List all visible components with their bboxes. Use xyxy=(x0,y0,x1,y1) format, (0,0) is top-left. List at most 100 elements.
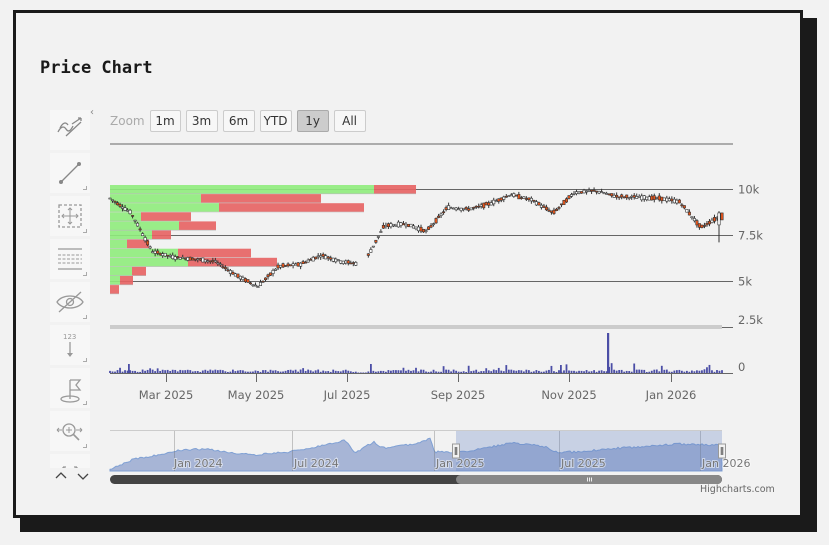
candle-down xyxy=(166,254,170,257)
candle-down xyxy=(286,263,290,267)
volume-bar xyxy=(111,371,114,373)
volume-bar xyxy=(219,369,222,373)
vbp-up-bar xyxy=(110,248,178,258)
candle-up xyxy=(344,260,348,264)
volume-bar xyxy=(635,369,638,373)
candle-down xyxy=(519,197,523,199)
toolbar-scroll-up-button[interactable] xyxy=(52,470,70,484)
toolbar-button-fibonacci-levels[interactable] xyxy=(50,239,90,279)
candle-up xyxy=(316,255,320,258)
volume-bar xyxy=(615,370,618,373)
toolbar-button-indicators[interactable] xyxy=(50,110,90,150)
toolbar-button-vertical-counter[interactable]: 123 xyxy=(50,325,90,365)
candle-up xyxy=(218,263,222,266)
volume-bar xyxy=(257,370,259,373)
candle-down xyxy=(351,262,355,264)
zoom-button-all[interactable]: All xyxy=(333,109,366,132)
candle-up xyxy=(369,249,373,253)
volume-bar xyxy=(344,369,347,373)
volume-bar xyxy=(146,369,149,373)
volume-bar xyxy=(432,369,435,373)
candle-down xyxy=(198,258,202,261)
candle-up xyxy=(534,201,538,206)
volume-bar xyxy=(685,370,688,373)
candle-up xyxy=(612,194,616,198)
navigator-selected-range[interactable] xyxy=(456,431,722,471)
candle-down xyxy=(472,206,476,209)
volume-bar xyxy=(151,369,154,373)
toolbar-button-zoom-change[interactable] xyxy=(50,411,90,451)
volume-series xyxy=(109,333,723,373)
volume-bar xyxy=(289,369,292,373)
volume-bar xyxy=(354,371,357,373)
toolbar-button-crosshair-measure[interactable] xyxy=(50,196,90,236)
navigator-axis-label: Jul 2024 xyxy=(293,457,339,470)
candle-up xyxy=(447,205,451,210)
volume-bar xyxy=(282,371,284,373)
toolbar-collapse-button[interactable]: ‹ xyxy=(90,107,94,118)
candle-down xyxy=(406,223,410,227)
zoom-button-1m[interactable]: 1m xyxy=(149,109,181,132)
volume-bar xyxy=(472,370,475,373)
toolbar-button-flag[interactable] xyxy=(50,368,90,408)
candle-down xyxy=(269,272,273,276)
toolbar-button-line-segment[interactable] xyxy=(50,153,90,193)
navigator-axis-label: Jan 2025 xyxy=(435,457,484,470)
submenu-indicator xyxy=(83,358,87,362)
toolbar-scroll-down-button[interactable] xyxy=(74,470,92,484)
zoom-button-6m[interactable]: 6m xyxy=(222,109,255,132)
volume-bar xyxy=(565,364,568,373)
volume-bar xyxy=(407,369,410,373)
candle-down xyxy=(595,190,599,193)
volume-bar xyxy=(485,368,488,373)
candle-up xyxy=(404,223,408,227)
volume-bar xyxy=(630,371,633,373)
navigator-handle-right[interactable] xyxy=(718,443,726,459)
volume-bar xyxy=(447,369,450,373)
candle-up xyxy=(717,212,721,226)
credits-link[interactable]: Highcharts.com xyxy=(700,484,775,495)
toolbar-button-toggle-annotations[interactable] xyxy=(50,282,90,322)
chevron-up-icon xyxy=(55,472,67,479)
fullscreen-icon xyxy=(62,466,78,468)
candle-up xyxy=(635,196,639,199)
candle-up xyxy=(655,197,659,199)
candle-up xyxy=(173,256,177,260)
volume-bar xyxy=(156,368,159,373)
scrollbar-thumb[interactable] xyxy=(456,475,722,484)
volume-bar xyxy=(422,369,425,373)
candle-up xyxy=(389,223,393,228)
volume-bar xyxy=(141,369,144,373)
candle-up xyxy=(178,257,182,260)
volume-bar xyxy=(497,367,500,373)
volume-bar xyxy=(224,371,227,373)
volume-bar xyxy=(294,369,297,373)
volume-bar xyxy=(545,370,548,373)
candle-up xyxy=(133,219,137,222)
candle-up xyxy=(341,260,345,264)
candle-up xyxy=(452,207,456,210)
volume-bar xyxy=(598,370,600,373)
volume-bar xyxy=(259,371,262,373)
toolbar-button-fullscreen[interactable] xyxy=(50,454,90,468)
zoom-button-3m[interactable]: 3m xyxy=(185,109,218,132)
volume-bar xyxy=(332,369,335,373)
navigator-handle-left[interactable] xyxy=(452,443,460,459)
volume-bar xyxy=(239,370,242,373)
volume-bar xyxy=(530,371,533,373)
candle-down xyxy=(211,260,215,263)
zoom-button-1y[interactable]: 1y xyxy=(296,109,329,132)
candle-down xyxy=(193,258,197,261)
candle-up xyxy=(449,207,453,210)
volume-bar xyxy=(457,371,460,373)
candle-up xyxy=(492,199,496,205)
volume-bar xyxy=(625,370,628,373)
candle-up xyxy=(271,269,275,274)
volume-bar xyxy=(359,372,362,373)
vbp-up-bar xyxy=(110,194,201,203)
volume-axis-label: 0 xyxy=(738,360,745,374)
zoom-button-ytd[interactable]: YTD xyxy=(259,109,292,132)
candle-up xyxy=(522,196,526,199)
volume-bar xyxy=(603,371,606,373)
